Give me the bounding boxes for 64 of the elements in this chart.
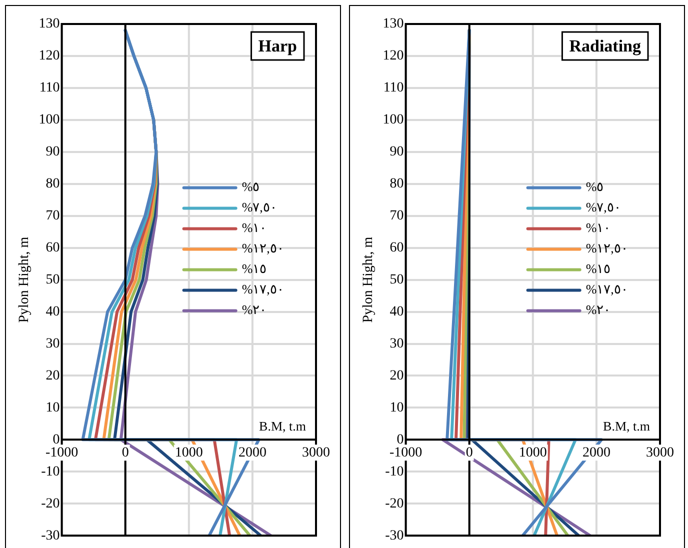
y-tick-label: -30: [41, 528, 60, 544]
y-tick-label: 120: [382, 48, 404, 64]
y-tick-label: 30: [46, 336, 60, 352]
legend-label: %٧,٥٠: [586, 200, 621, 215]
legend-label: %١٢,٥٠: [586, 240, 628, 256]
y-tick-label: 120: [38, 48, 60, 64]
text: Radiating: [569, 36, 642, 56]
legend-label: %١٥: [242, 261, 267, 276]
legend-label: %٥: [242, 179, 260, 194]
x-tick-label: 2000: [238, 445, 266, 460]
legend-label: %١٧,٥٠: [242, 282, 284, 297]
y-tick-label: 10: [390, 400, 404, 416]
y-tick-label: 110: [39, 80, 60, 96]
y-axis-title: Pylon Hight, m: [17, 236, 32, 323]
y-tick-label: 130: [382, 16, 404, 32]
legend-label: %١٢,٥٠: [242, 240, 284, 256]
y-tick-label: 70: [390, 208, 404, 224]
y-tick-label: 80: [46, 176, 60, 192]
legend-label: %١٧,٥٠: [586, 282, 628, 297]
x-tick-label: 0: [466, 445, 473, 460]
x-tick-label: 3000: [646, 445, 674, 460]
y-tick-label: 60: [46, 240, 60, 256]
y-tick-label: 50: [390, 272, 404, 288]
y-tick-label: 50: [46, 272, 60, 288]
legend-label: %٢٠: [242, 302, 267, 318]
y-tick-label: 130: [38, 16, 60, 32]
y-tick-label: -10: [385, 464, 404, 480]
y-tick-label: 0: [396, 432, 404, 448]
y-tick-label: 100: [38, 112, 60, 128]
y-tick-label: -20: [385, 496, 404, 512]
x-tick-label: -1000: [389, 445, 422, 460]
legend-label: %١٠: [586, 220, 611, 236]
y-tick-label: 110: [383, 80, 404, 96]
y-tick-label: 70: [46, 208, 60, 224]
x-tick-label: 1000: [174, 445, 203, 460]
legend-label: %٢٠: [586, 302, 611, 318]
y-tick-label: 10: [46, 400, 60, 416]
x-tick-label: 1000: [518, 445, 547, 460]
y-tick-label: 100: [382, 112, 404, 128]
legend-label: %٥: [586, 179, 604, 194]
y-tick-label: -10: [41, 464, 60, 480]
y-tick-label: 90: [390, 144, 404, 160]
y-tick-label: -30: [385, 528, 404, 544]
y-tick-label: 20: [46, 368, 60, 384]
x-tick-label: -1000: [45, 445, 78, 460]
y-tick-label: 0: [52, 432, 60, 448]
y-tick-label: 40: [46, 304, 60, 320]
y-tick-label: 90: [46, 144, 60, 160]
y-tick-label: 20: [390, 368, 404, 384]
x-tick-label: 3000: [302, 445, 330, 460]
legend-label: %١٥: [586, 261, 611, 276]
y-axis-title: Pylon Hight, m: [361, 236, 376, 323]
y-tick-label: -20: [41, 496, 60, 512]
y-tick-label: 40: [390, 304, 404, 320]
legend-label: %٧,٥٠: [242, 200, 277, 215]
y-tick-label: 60: [390, 240, 404, 256]
x-axis-title: B.M, t.m: [259, 418, 306, 434]
text: Harp: [258, 36, 298, 56]
x-tick-label: 2000: [582, 445, 610, 460]
x-tick-label: 0: [122, 445, 129, 460]
x-axis-title: B.M, t.m: [603, 418, 650, 434]
y-tick-label: 30: [390, 336, 404, 352]
y-tick-label: 80: [390, 176, 404, 192]
legend-label: %١٠: [242, 220, 267, 236]
